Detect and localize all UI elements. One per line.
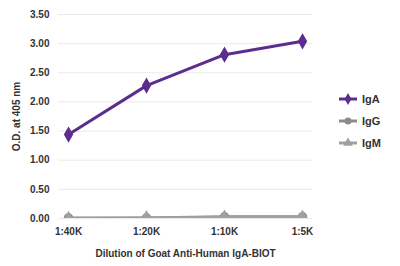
svg-text:Dilution of Goat Anti-Human Ig: Dilution of Goat Anti-Human IgA-BIOT xyxy=(95,248,275,259)
svg-text:1:5K: 1:5K xyxy=(292,226,314,237)
svg-text:3.00: 3.00 xyxy=(30,38,50,49)
html-text:IgG: IgG xyxy=(362,115,381,127)
html-text:IgA: IgA xyxy=(362,93,380,105)
svg-text:0.00: 0.00 xyxy=(30,213,50,224)
svg-text:0.50: 0.50 xyxy=(30,184,50,195)
svg-text:1.00: 1.00 xyxy=(30,154,50,165)
html-text:IgM: IgM xyxy=(362,137,381,149)
svg-text:2.50: 2.50 xyxy=(30,67,50,78)
svg-text:1:20K: 1:20K xyxy=(133,226,161,237)
svg-text:3.50: 3.50 xyxy=(30,9,50,20)
svg-text:1:10K: 1:10K xyxy=(211,226,239,237)
svg-text:1.50: 1.50 xyxy=(30,125,50,136)
svg-text:O.D. at 405 nm: O.D. at 405 nm xyxy=(11,82,22,152)
svg-text:1:40K: 1:40K xyxy=(55,226,83,237)
svg-text:2.00: 2.00 xyxy=(30,96,50,107)
